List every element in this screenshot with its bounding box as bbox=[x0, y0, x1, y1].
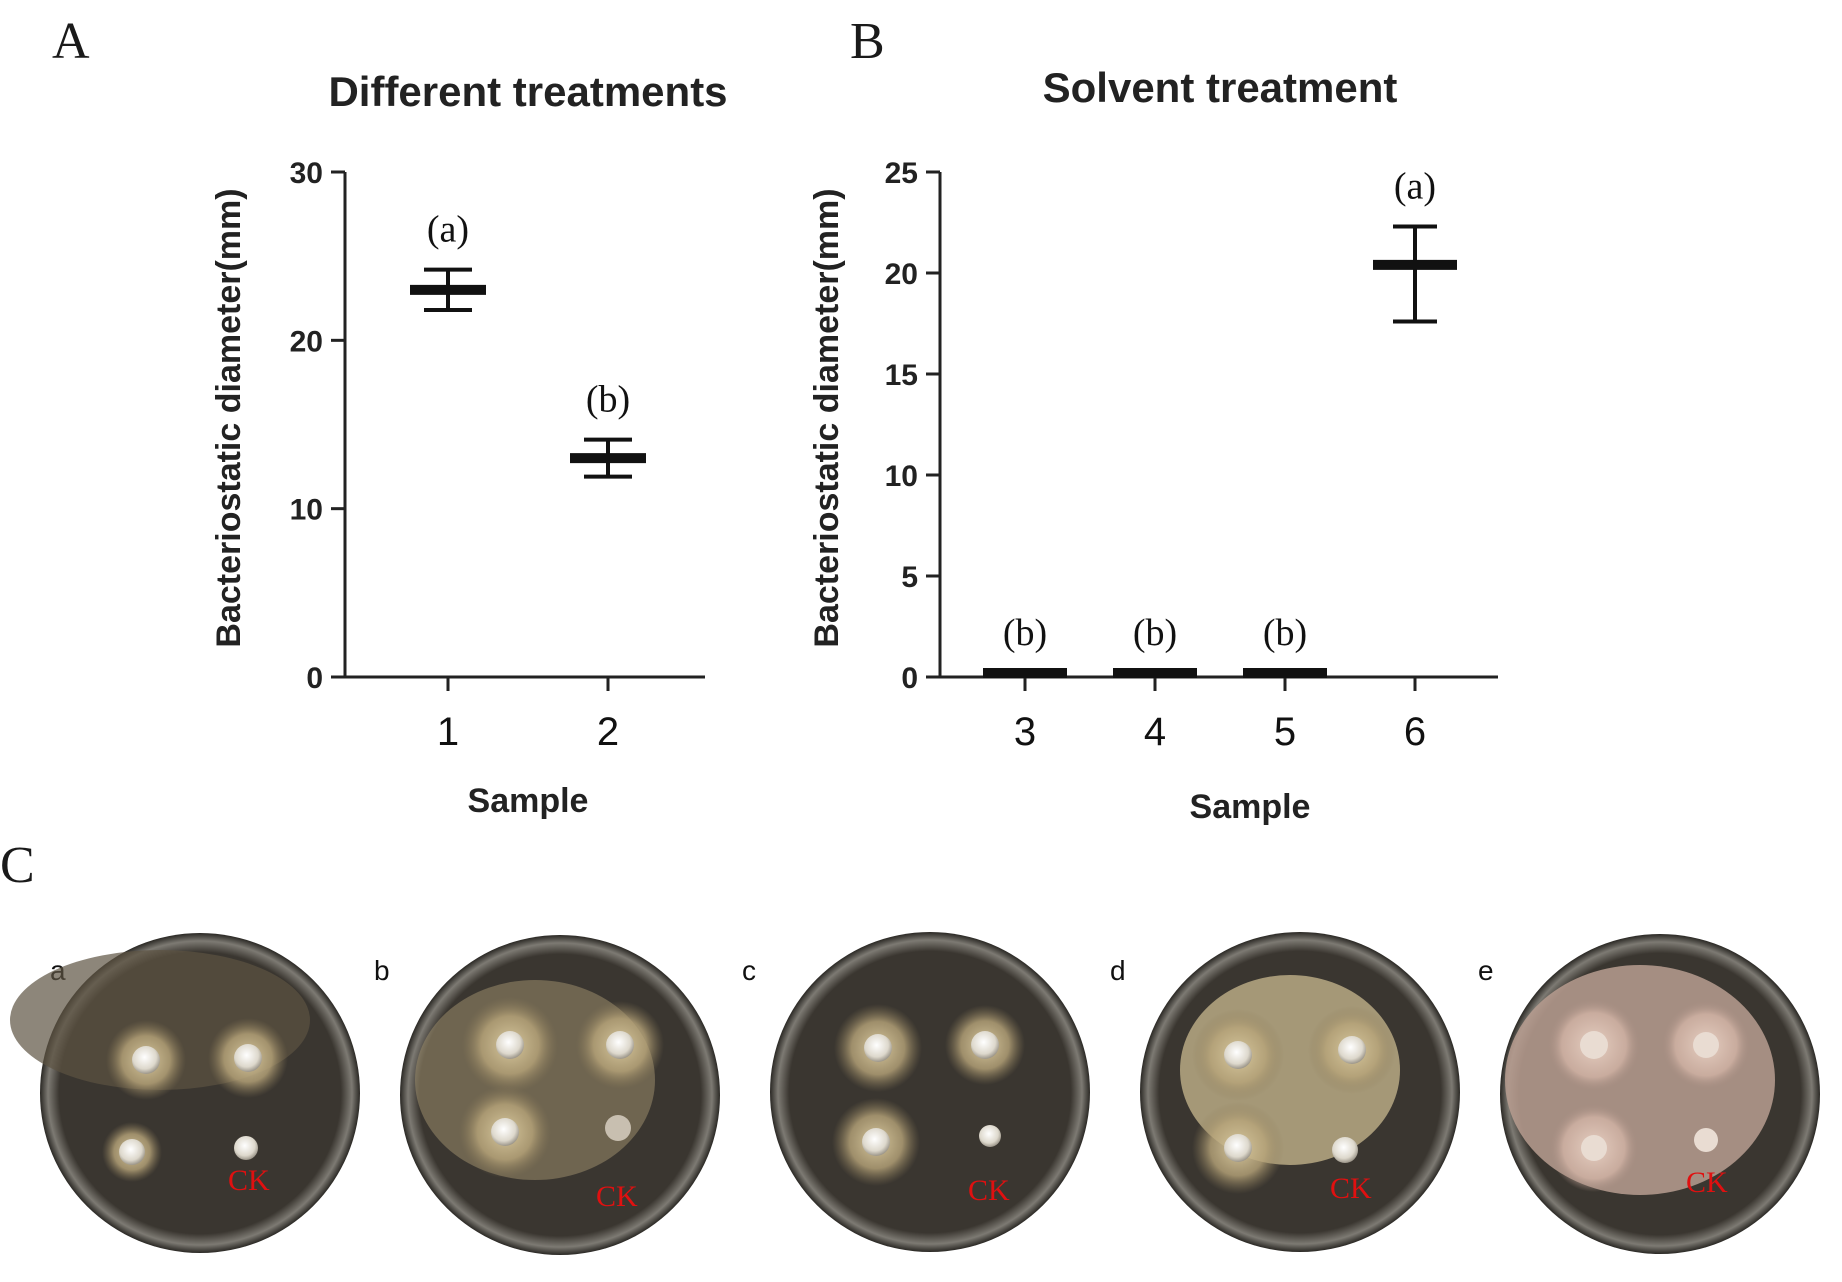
panel-c-photos: C a CK b CK bbox=[0, 837, 1820, 1255]
panel-b-title: Solvent treatment bbox=[1043, 64, 1398, 111]
panel-a-x-axis-label: Sample bbox=[468, 782, 589, 820]
mycelium-patch bbox=[1505, 965, 1775, 1195]
panel-a-y-axis-label: Bacteriostatic diameter(mm) bbox=[210, 188, 248, 647]
filter-disc bbox=[234, 1044, 262, 1072]
ck-label: CK bbox=[596, 1180, 638, 1213]
filter-disc bbox=[1580, 1031, 1608, 1059]
filter-disc bbox=[862, 1128, 890, 1156]
y-tick-label: 15 bbox=[885, 359, 918, 392]
filter-disc bbox=[491, 1118, 519, 1146]
filter-disc bbox=[1224, 1041, 1252, 1069]
x-tick-label: 2 bbox=[597, 710, 619, 754]
panel-b-chart: B Solvent treatment Bacteriostatic diame… bbox=[808, 13, 1498, 826]
plate-c: c CK bbox=[742, 932, 1090, 1252]
x-tick-label: 4 bbox=[1144, 710, 1166, 754]
filter-disc bbox=[606, 1031, 634, 1059]
significance-label: (b) bbox=[1263, 612, 1307, 654]
plate-letter: d bbox=[1110, 955, 1126, 986]
ck-label: CK bbox=[968, 1174, 1010, 1207]
y-tick-label: 10 bbox=[290, 494, 323, 527]
x-tick-label: 1 bbox=[437, 710, 459, 754]
filter-disc bbox=[1693, 1032, 1719, 1058]
filter-disc bbox=[496, 1031, 524, 1059]
petri-dish bbox=[770, 932, 1090, 1252]
y-tick-label: 20 bbox=[885, 258, 918, 291]
y-tick-label: 20 bbox=[290, 325, 323, 358]
filter-disc-control bbox=[979, 1125, 1001, 1147]
y-tick-label: 0 bbox=[901, 662, 918, 695]
x-tick-label: 6 bbox=[1404, 710, 1426, 754]
filter-disc bbox=[864, 1034, 892, 1062]
panel-b-x-axis-label: Sample bbox=[1190, 788, 1311, 826]
panel-a-title: Different treatments bbox=[328, 68, 727, 115]
filter-disc bbox=[132, 1046, 160, 1074]
plate-letter: c bbox=[742, 955, 756, 986]
filter-disc-control bbox=[1332, 1137, 1358, 1163]
significance-label: (b) bbox=[1133, 612, 1177, 654]
plate-b: b CK bbox=[374, 935, 720, 1255]
plate-e: e CK bbox=[1478, 934, 1820, 1254]
filter-disc-control bbox=[234, 1136, 258, 1160]
filter-disc bbox=[1338, 1036, 1366, 1064]
significance-label: (a) bbox=[1394, 166, 1436, 208]
panel-b-letter: B bbox=[850, 13, 885, 70]
y-tick-label: 25 bbox=[885, 157, 918, 190]
ck-label: CK bbox=[228, 1164, 270, 1197]
plate-a: a CK bbox=[10, 933, 360, 1253]
panel-b-y-axis-label: Bacteriostatic diameter(mm) bbox=[808, 188, 846, 647]
ck-label: CK bbox=[1686, 1166, 1728, 1199]
x-tick-label: 5 bbox=[1274, 710, 1296, 754]
significance-label: (a) bbox=[427, 209, 469, 251]
filter-disc bbox=[1581, 1135, 1607, 1161]
filter-disc-control bbox=[605, 1115, 631, 1141]
significance-label: (b) bbox=[1003, 612, 1047, 654]
significance-label: (b) bbox=[586, 379, 630, 421]
panel-c-letter: C bbox=[0, 837, 35, 894]
ck-label: CK bbox=[1330, 1172, 1372, 1205]
plate-d: d CK bbox=[1110, 932, 1460, 1252]
plate-letter: e bbox=[1478, 955, 1494, 986]
y-tick-label: 30 bbox=[290, 157, 323, 190]
filter-disc-control bbox=[1694, 1128, 1718, 1152]
y-tick-label: 5 bbox=[901, 561, 918, 594]
filter-disc bbox=[1224, 1134, 1252, 1162]
panel-a-letter: A bbox=[52, 13, 90, 70]
plate-letter: b bbox=[374, 955, 390, 986]
x-tick-label: 3 bbox=[1014, 710, 1036, 754]
filter-disc bbox=[971, 1031, 999, 1059]
y-tick-label: 0 bbox=[306, 662, 323, 695]
panel-a-chart: A Different treatments Bacteriostatic di… bbox=[52, 13, 728, 820]
y-tick-label: 10 bbox=[885, 460, 918, 493]
filter-disc bbox=[119, 1139, 145, 1165]
